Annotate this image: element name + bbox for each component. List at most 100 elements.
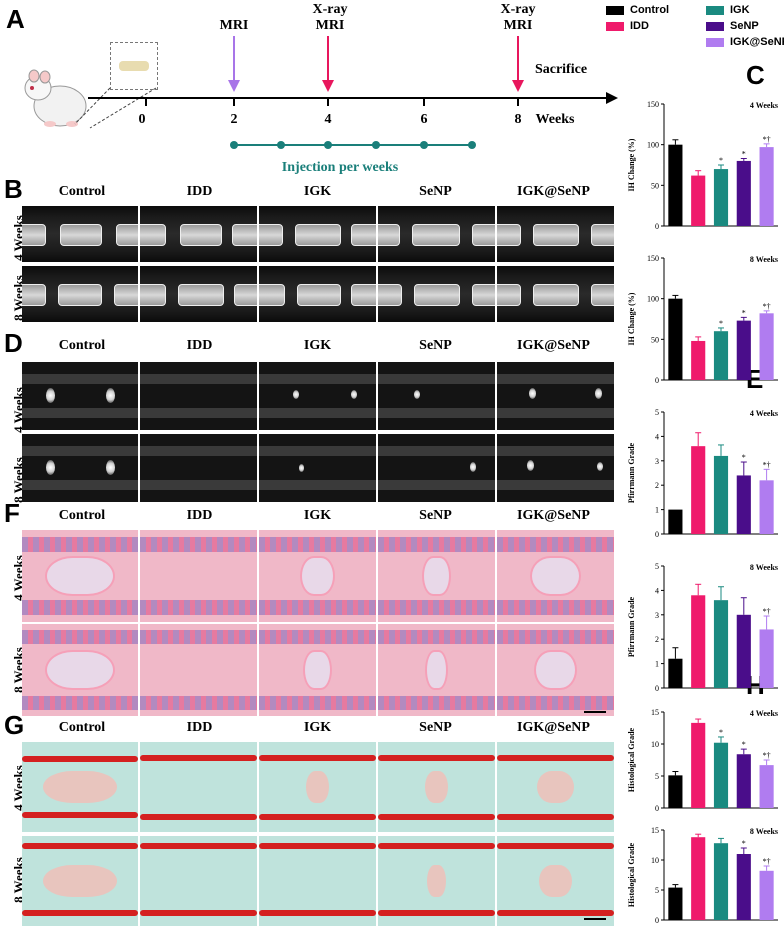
chart-week-label: 8 Weeks bbox=[750, 563, 778, 572]
y-tick-label: 150 bbox=[647, 100, 659, 109]
chart-h-4weeks: Histological Grade 0 5 10 15 4 Weeks * * *† bbox=[624, 700, 784, 818]
chart-e-4weeks: Pfirrmann Grade 0 1 2 3 4 5 4 Weeks * *† bbox=[624, 400, 784, 544]
y-axis-label: Pfirrmann Grade bbox=[627, 442, 636, 503]
xray-image bbox=[259, 266, 376, 322]
y-tick-label: 50 bbox=[651, 335, 659, 344]
significance-mark: *† bbox=[763, 460, 771, 469]
bar bbox=[759, 480, 774, 534]
sacrifice-label: Sacrifice bbox=[534, 62, 588, 77]
so-image bbox=[140, 836, 257, 926]
y-tick-label: 15 bbox=[651, 708, 659, 717]
legend-item-control: Control bbox=[606, 4, 669, 16]
bar bbox=[759, 147, 774, 226]
y-tick-label: 0 bbox=[655, 376, 659, 385]
bar bbox=[759, 870, 774, 920]
tick-label-2: 2 bbox=[230, 112, 238, 127]
bar bbox=[759, 313, 774, 380]
y-tick-label: 2 bbox=[655, 635, 659, 644]
y-tick-label: 0 bbox=[655, 916, 659, 925]
inset-connector-lines bbox=[74, 87, 157, 129]
col-head-idd-g: IDD bbox=[186, 720, 213, 735]
event-arrow-xray-mri-8 bbox=[512, 36, 524, 92]
significance-mark: * bbox=[719, 728, 723, 737]
xray-image bbox=[22, 206, 138, 262]
he-image bbox=[259, 624, 376, 716]
col-head-control-g: Control bbox=[58, 720, 106, 735]
y-tick-label: 3 bbox=[655, 457, 659, 466]
scale-bar-f bbox=[584, 711, 606, 713]
xray-image bbox=[140, 266, 257, 322]
chart-week-label: 4 Weeks bbox=[750, 709, 778, 718]
mri-image bbox=[378, 434, 495, 502]
he-image bbox=[22, 624, 138, 716]
legend-item-igk-senp: IGK@SeNP bbox=[706, 36, 784, 48]
mri-image bbox=[22, 434, 138, 502]
injection-line bbox=[230, 141, 476, 149]
xray-image bbox=[378, 206, 495, 262]
y-axis-label: IH Change (%) bbox=[627, 138, 636, 191]
significance-mark: *† bbox=[763, 607, 771, 616]
y-tick-label: 100 bbox=[647, 295, 659, 304]
he-image bbox=[497, 530, 614, 622]
col-head-idd-b: IDD bbox=[186, 184, 213, 199]
y-tick-label: 0 bbox=[655, 804, 659, 813]
legend-label: SeNP bbox=[730, 20, 759, 32]
chart-week-label: 8 Weeks bbox=[750, 827, 778, 836]
col-head-idd-f: IDD bbox=[186, 508, 213, 523]
xray-image bbox=[140, 206, 257, 262]
spine-segment-image bbox=[119, 61, 149, 71]
col-head-control-f: Control bbox=[58, 508, 106, 523]
he-image bbox=[140, 624, 257, 716]
col-head-igk-f: IGK bbox=[303, 508, 332, 523]
he-image bbox=[378, 624, 495, 716]
rat-illustration bbox=[24, 69, 87, 127]
col-head-senp-f: SeNP bbox=[419, 508, 452, 523]
col-head-igk-senp-b: IGK@SeNP bbox=[517, 184, 590, 199]
significance-mark: * bbox=[742, 149, 746, 158]
so-image bbox=[497, 836, 614, 926]
xray-image bbox=[378, 266, 495, 322]
so-image bbox=[378, 742, 495, 832]
bar bbox=[668, 509, 683, 534]
he-image bbox=[378, 530, 495, 622]
tick-label-4: 4 bbox=[324, 112, 332, 127]
y-tick-label: 10 bbox=[651, 740, 659, 749]
significance-mark: *† bbox=[763, 857, 771, 866]
bar bbox=[759, 629, 774, 688]
so-image bbox=[259, 836, 376, 926]
tick-label-8: 8 bbox=[514, 112, 522, 127]
y-tick-label: 2 bbox=[655, 481, 659, 490]
legend-swatch bbox=[606, 21, 624, 31]
xray-image bbox=[259, 206, 376, 262]
significance-mark: *† bbox=[763, 751, 771, 760]
he-image bbox=[259, 530, 376, 622]
bar bbox=[668, 298, 683, 380]
y-tick-label: 5 bbox=[655, 886, 659, 895]
significance-mark: * bbox=[742, 839, 746, 848]
so-image bbox=[140, 742, 257, 832]
he-image bbox=[497, 624, 614, 716]
chart-c-4weeks: IH Change (%) 0 50 100 150 4 Weeks * * *† bbox=[624, 92, 784, 236]
bar bbox=[668, 658, 683, 688]
panel-label-a: A bbox=[6, 4, 25, 34]
y-tick-label: 0 bbox=[655, 530, 659, 539]
xray-image bbox=[22, 266, 138, 322]
col-head-igk-senp-d: IGK@SeNP bbox=[517, 338, 590, 353]
legend-swatch bbox=[606, 5, 624, 15]
bar bbox=[691, 175, 706, 226]
y-tick-label: 100 bbox=[647, 141, 659, 150]
chart-e-8weeks: Pfirrmann Grade 0 1 2 3 4 5 8 Weeks *† bbox=[624, 554, 784, 698]
chart-week-label: 4 Weeks bbox=[750, 101, 778, 110]
y-tick-label: 5 bbox=[655, 408, 659, 417]
y-axis-label: Histological Grade bbox=[627, 842, 636, 907]
significance-mark: *† bbox=[763, 135, 771, 144]
bar bbox=[736, 614, 751, 688]
bar bbox=[691, 446, 706, 534]
mri-image bbox=[140, 434, 257, 502]
bar bbox=[691, 722, 706, 808]
y-tick-label: 150 bbox=[647, 254, 659, 263]
y-tick-label: 10 bbox=[651, 856, 659, 865]
bar bbox=[691, 595, 706, 688]
legend-item-idd: IDD bbox=[606, 20, 649, 32]
legend-item-senp: SeNP bbox=[706, 20, 759, 32]
